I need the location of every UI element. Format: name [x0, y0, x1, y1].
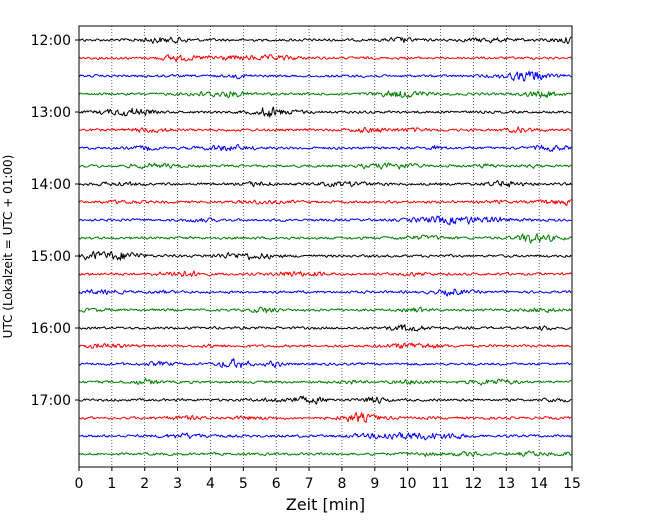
trace-1200	[78, 36, 572, 45]
trace-1415	[78, 199, 572, 207]
x-tick-label: 13	[497, 476, 515, 492]
x-tick-label: 11	[432, 476, 450, 492]
y-tick-label: 13:00	[31, 105, 71, 121]
x-tick-label: 1	[107, 476, 116, 492]
x-tick-label: 4	[206, 476, 215, 492]
x-tick-label: 5	[239, 476, 248, 492]
trace-1545	[78, 306, 572, 314]
y-tick-label: 15:00	[31, 249, 71, 265]
y-tick-label: 16:00	[31, 321, 71, 337]
trace-1330	[78, 144, 572, 152]
trace-1600	[78, 324, 572, 332]
trace-1700	[78, 395, 572, 405]
trace-1215	[78, 54, 572, 63]
x-axis-label: Zeit [min]	[286, 495, 365, 514]
trace-1300	[78, 106, 572, 118]
y-tick-label: 12:00	[31, 33, 71, 49]
trace-1230	[78, 70, 572, 82]
trace-1630	[78, 358, 572, 369]
trace-1430	[78, 215, 572, 226]
x-tick-label: 9	[370, 476, 379, 492]
x-tick-label: 0	[75, 476, 84, 492]
seismogram-traces	[78, 36, 572, 458]
x-axis-ticks: 0 1 2 3 4 5 6 7 8 9 10 11 12 13 14 15	[75, 467, 581, 492]
trace-1315	[78, 126, 572, 134]
y-axis-label: UTC (Lokalzeit = UTC + 01:00)	[1, 155, 15, 339]
trace-1500	[78, 250, 572, 261]
trace-1645	[78, 377, 572, 386]
trace-1245	[78, 90, 572, 99]
x-tick-label: 14	[530, 476, 548, 492]
trace-1400	[78, 179, 572, 188]
trace-1445	[78, 233, 572, 244]
x-tick-label: 15	[563, 476, 581, 492]
x-tick-label: 8	[337, 476, 346, 492]
x-tick-label: 3	[173, 476, 182, 492]
y-tick-label: 17:00	[31, 393, 71, 409]
plot-frame	[78, 25, 573, 468]
x-tick-label: 7	[305, 476, 314, 492]
trace-1730	[78, 431, 572, 441]
trace-1530	[78, 288, 572, 297]
x-tick-label: 10	[399, 476, 417, 492]
trace-1345	[78, 162, 572, 170]
trace-1615	[78, 342, 572, 349]
trace-1745	[78, 450, 572, 458]
trace-1515	[78, 270, 572, 277]
x-tick-label: 12	[464, 476, 482, 492]
trace-1715	[78, 412, 572, 424]
y-tick-label: 14:00	[31, 177, 71, 193]
x-tick-label: 6	[272, 476, 281, 492]
x-tick-label: 2	[140, 476, 149, 492]
y-axis-ticks: 12:00 13:00 14:00 15:00 16:00 17:00	[31, 33, 79, 409]
